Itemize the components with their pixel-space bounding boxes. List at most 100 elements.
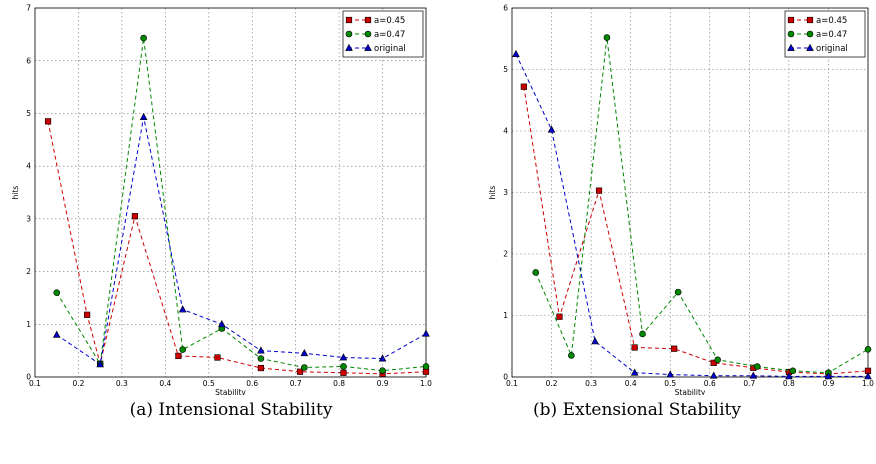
x-tick-label: 0.2 — [546, 379, 558, 388]
data-point-a=0.45 — [84, 311, 91, 318]
data-point-original — [422, 329, 430, 337]
x-tick-label: 0.1 — [506, 379, 518, 388]
legend-label: original — [816, 44, 848, 54]
legend-marker — [364, 43, 372, 51]
caption-extensional-stability: (b) Extensional Stability — [533, 400, 741, 420]
x-tick-label: 0.9 — [822, 379, 834, 388]
data-point-original — [139, 112, 148, 121]
data-point-a=0.47 — [674, 288, 682, 296]
data-point-original — [547, 125, 556, 133]
data-point-a=0.47 — [257, 355, 265, 362]
y-tick-label: 2 — [26, 267, 31, 276]
data-point-a=0.45 — [296, 368, 304, 375]
y-tick-label: 3 — [503, 188, 508, 197]
data-point-a=0.47 — [714, 356, 721, 364]
data-point-a=0.47 — [422, 363, 430, 370]
data-point-a=0.45 — [175, 352, 182, 360]
legend-marker — [364, 16, 372, 24]
x-tick-label: 0.7 — [290, 379, 302, 388]
plot-frame — [511, 7, 869, 378]
data-point-original — [96, 360, 104, 368]
data-point-a=0.47 — [379, 367, 386, 374]
legend-label: a=0.45 — [816, 16, 847, 26]
legend-label: a=0.47 — [374, 30, 405, 40]
data-point-a=0.45 — [340, 369, 347, 376]
y-tick-label: 4 — [26, 162, 31, 171]
series-line-original — [56, 117, 427, 366]
x-tick-label: 0.4 — [625, 379, 637, 388]
y-tick-label: 5 — [503, 65, 508, 74]
y-tick-label: 0 — [26, 373, 31, 382]
data-point-a=0.47 — [864, 346, 872, 353]
x-tick-label: 0.5 — [664, 379, 676, 388]
plot-frame — [34, 7, 427, 378]
data-point-a=0.47 — [789, 367, 797, 375]
data-point-a=0.45 — [131, 213, 139, 220]
data-point-a=0.45 — [257, 364, 265, 372]
data-point-a=0.47 — [179, 346, 187, 353]
legend-marker — [345, 30, 353, 38]
x-tick-label: 0.6 — [704, 379, 716, 388]
x-tick-label: 0.3 — [585, 379, 597, 388]
data-point-original — [630, 368, 639, 376]
series-line-a=0.47 — [56, 37, 427, 372]
plot-area — [35, 8, 426, 377]
legend-marker — [364, 30, 372, 38]
legend-marker — [806, 16, 814, 24]
data-point-original — [709, 371, 718, 379]
data-point-a=0.45 — [422, 368, 430, 375]
series-line-a=0.45 — [47, 121, 427, 375]
data-point-a=0.45 — [556, 313, 563, 320]
x-tick-label: 0.6 — [246, 379, 258, 388]
chart-extensional-stability: 0.1 0.2 0.3 0.4 0.5 0.6 0.7 0.8 0.9 1.0 0 1 2 3 4 5 6 Sta… — [488, 4, 874, 395]
data-point-a=0.45 — [44, 118, 52, 125]
x-tick-label: 1.0 — [862, 379, 874, 388]
legend-marker — [345, 43, 353, 51]
x-tick-label: 0.8 — [333, 379, 345, 388]
data-point-a=0.47 — [639, 330, 646, 338]
data-point-a=0.47 — [53, 289, 61, 296]
y-tick-label: 4 — [503, 127, 508, 136]
data-point-a=0.47 — [340, 363, 347, 370]
data-point-a=0.47 — [603, 34, 611, 41]
data-point-a=0.45 — [631, 344, 638, 351]
legend-marker — [806, 30, 814, 38]
legend-label: a=0.45 — [374, 16, 405, 26]
legend-label: original — [374, 44, 406, 54]
legend-marker — [345, 16, 353, 24]
x-tick-label: 0.9 — [377, 379, 389, 388]
legend-marker — [787, 30, 795, 38]
x-axis-label: Stability — [675, 388, 706, 395]
x-tick-label: 1.0 — [420, 379, 432, 388]
data-point-original — [591, 337, 599, 345]
data-point-original — [512, 49, 520, 58]
data-point-a=0.47 — [140, 34, 147, 42]
data-point-original — [257, 346, 265, 354]
data-point-original — [785, 372, 793, 380]
data-point-a=0.45 — [214, 354, 221, 361]
data-point-original — [749, 371, 758, 379]
data-point-original — [378, 354, 387, 362]
y-tick-label: 5 — [26, 109, 31, 118]
legend-marker — [806, 43, 814, 51]
y-tick-label: 1 — [503, 311, 508, 320]
y-axis-label: hits — [11, 186, 20, 200]
y-tick-label: 2 — [503, 250, 508, 259]
series-line-a=0.45 — [523, 86, 869, 375]
x-tick-label: 0.7 — [743, 379, 755, 388]
y-tick-label: 7 — [26, 4, 31, 13]
x-tick-label: 0.2 — [72, 379, 84, 388]
data-point-a=0.45 — [520, 83, 527, 90]
y-tick-label: 1 — [26, 320, 31, 329]
chart-intensional-stability: 0.1 0.2 0.3 0.4 0.5 0.6 0.7 0.8 0.9 1.0 0 1 2 3 4 5 6 7 St… — [11, 4, 432, 395]
data-point-original — [218, 320, 226, 328]
series-line-original — [515, 53, 868, 377]
data-point-a=0.45 — [595, 187, 603, 194]
x-tick-label: 0.1 — [29, 379, 41, 388]
x-tick-label: 0.3 — [116, 379, 128, 388]
data-point-original — [178, 305, 187, 313]
data-point-original — [300, 349, 309, 357]
caption-intensional-stability: (a) Intensional Stability — [129, 400, 333, 420]
y-tick-label: 3 — [26, 214, 31, 223]
data-point-a=0.47 — [753, 363, 761, 370]
